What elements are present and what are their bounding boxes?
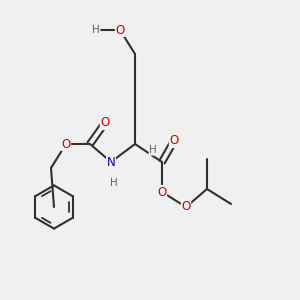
Text: O: O — [158, 185, 166, 199]
Text: H: H — [149, 145, 157, 155]
Text: O: O — [116, 23, 124, 37]
Text: N: N — [106, 155, 116, 169]
Text: O: O — [100, 116, 109, 130]
Text: O: O — [61, 137, 70, 151]
Text: H: H — [110, 178, 118, 188]
Text: H: H — [92, 25, 100, 35]
Text: O: O — [182, 200, 190, 214]
Text: O: O — [169, 134, 178, 148]
